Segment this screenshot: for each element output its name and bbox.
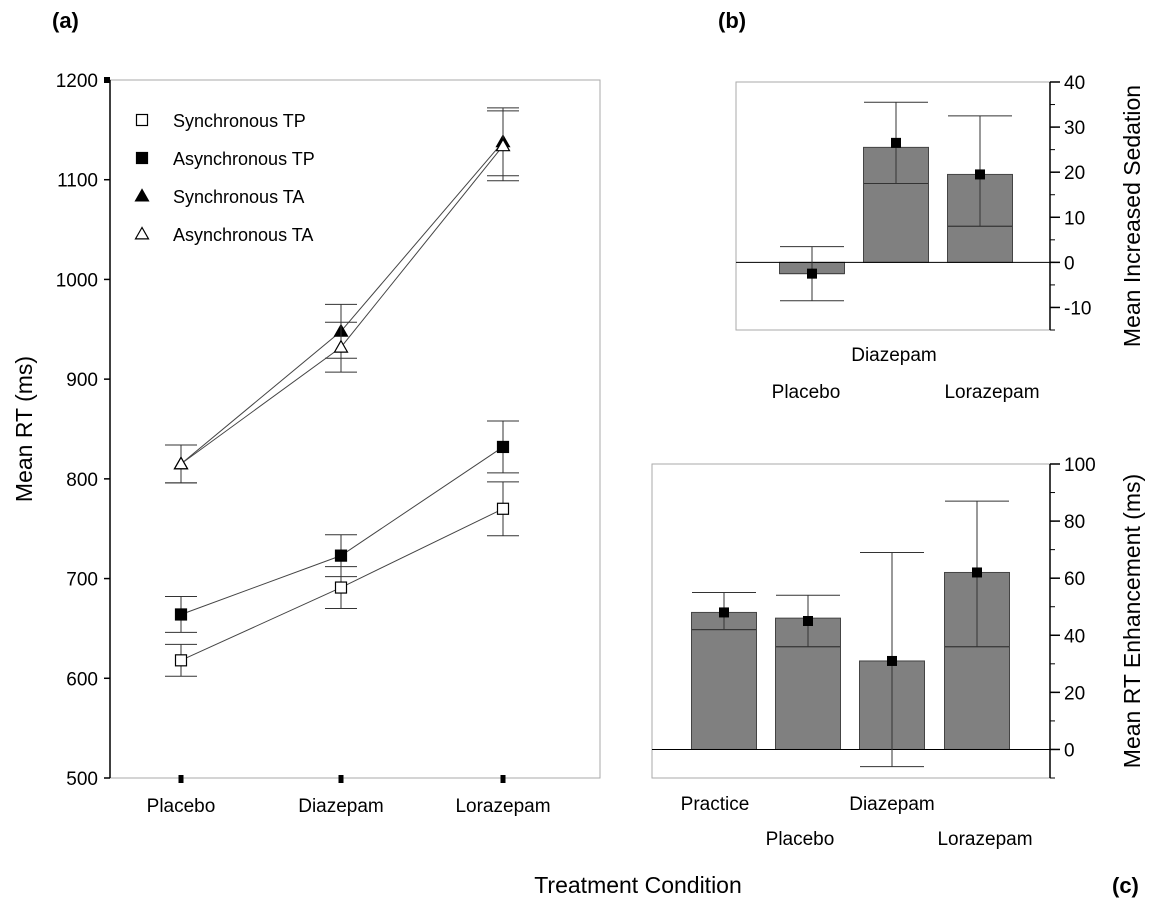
b-y-tick-label: 40	[1064, 73, 1085, 94]
c-y-tick-label: 60	[1064, 569, 1085, 590]
c-x-category-label: Placebo	[766, 829, 835, 850]
c-x-category-label: Practice	[681, 794, 750, 815]
b-x-category-label: Placebo	[772, 382, 841, 403]
b-y-tick-label: -10	[1064, 298, 1091, 319]
panel-c-y-axis-title: Mean RT Enhancement (ms)	[1119, 474, 1145, 768]
panel-a-data-point	[496, 502, 510, 515]
c-mean-marker	[887, 655, 897, 666]
c-x-category-label: Diazepam	[849, 794, 935, 815]
b-y-tick-label: 30	[1064, 118, 1085, 139]
b-mean-marker	[975, 169, 985, 180]
c-y-tick-label: 20	[1064, 683, 1085, 704]
b-mean-marker	[807, 268, 817, 279]
panel-a-plot-frame	[109, 79, 601, 779]
b-y-tick-label: 10	[1064, 208, 1085, 229]
c-x-category-label: Lorazepam	[937, 829, 1032, 850]
c-mean-marker	[803, 616, 813, 626]
panel-a-data-point	[173, 456, 189, 470]
panel-label-a: (a)	[52, 8, 79, 33]
panel-a-data-point	[334, 581, 348, 594]
panel-a-y-tick-label: 1200	[56, 71, 98, 92]
c-y-tick-label: 100	[1064, 455, 1096, 476]
b-x-category-label: Diazepam	[851, 345, 937, 366]
panel-a-y-tick-label: 1000	[56, 270, 98, 291]
panel-b-y-axis-title: Mean Increased Sedation	[1119, 85, 1145, 347]
panel-a-x-tick-label: Lorazepam	[455, 796, 550, 817]
panel-a-data-point	[174, 654, 188, 667]
c-mean-marker	[972, 567, 982, 578]
panel-a-y-tick-label: 1100	[57, 171, 98, 192]
b-y-tick-label: 0	[1064, 253, 1075, 274]
panel-a-legend-marker	[135, 151, 149, 165]
c-y-tick-label: 0	[1064, 740, 1075, 761]
panel-a-legend-label: Synchronous TP	[173, 111, 306, 131]
panel-a-y-tick-label: 700	[66, 570, 98, 591]
panel-a-x-tick	[338, 775, 344, 783]
panel-a-x-tick-label: Placebo	[147, 796, 216, 817]
panel-a-legend-label: Asynchronous TP	[173, 149, 315, 169]
panel-b-bar-chart: Mean Increased Sedation -10 0 10 20 30 40 Pla…	[735, 73, 1145, 403]
panel-a-y-tick-label: 500	[66, 769, 98, 790]
c-y-tick-label: 80	[1064, 512, 1085, 533]
panel-a-data-point	[495, 138, 511, 152]
panel-a-legend-label: Asynchronous TA	[173, 225, 313, 245]
panel-a-y-tick-label: 900	[66, 370, 98, 391]
c-mean-marker	[719, 607, 729, 618]
panel-label-c: (c)	[1112, 873, 1139, 898]
panel-a-legend-marker	[134, 188, 150, 202]
panel-a-data-point	[496, 440, 510, 454]
panel-a-legend-label: Synchronous TA	[173, 187, 304, 207]
panel-a-legend: Synchronous TP Asynchronous TP Synchronous…	[134, 111, 315, 245]
shared-x-axis-title: Treatment Condition	[534, 872, 742, 898]
panel-c-bar-chart: Mean RT Enhancement (ms) 0 20 40 60 80 100 Pr…	[651, 455, 1145, 850]
panel-a-y-tick-label: 800	[66, 470, 98, 491]
b-mean-marker	[891, 137, 901, 148]
panel-label-b: (b)	[718, 8, 746, 33]
panel-a-legend-marker	[135, 113, 149, 127]
b-x-category-label: Lorazepam	[944, 382, 1039, 403]
panel-a-x-tick-label: Diazepam	[298, 796, 384, 817]
panel-a-y-tick-label: 600	[66, 669, 98, 690]
panel-a-axis-corner-mark	[104, 77, 110, 83]
panel-a-data-point	[174, 608, 188, 621]
c-y-tick-label: 40	[1064, 626, 1085, 647]
panel-a-data-point	[334, 549, 348, 562]
panel-a-y-axis-title: Mean RT (ms)	[11, 356, 37, 502]
panel-a-legend-marker	[134, 226, 150, 240]
panel-a-x-tick	[178, 775, 184, 783]
panel-a-line-chart: Mean RT (ms) 500 600 700 800 900 1000 1100 1200…	[11, 71, 601, 817]
b-y-tick-label: 20	[1064, 163, 1085, 184]
panel-a-x-tick	[500, 775, 506, 783]
panel-a-data-point	[333, 339, 349, 353]
c-bar	[691, 611, 757, 750]
